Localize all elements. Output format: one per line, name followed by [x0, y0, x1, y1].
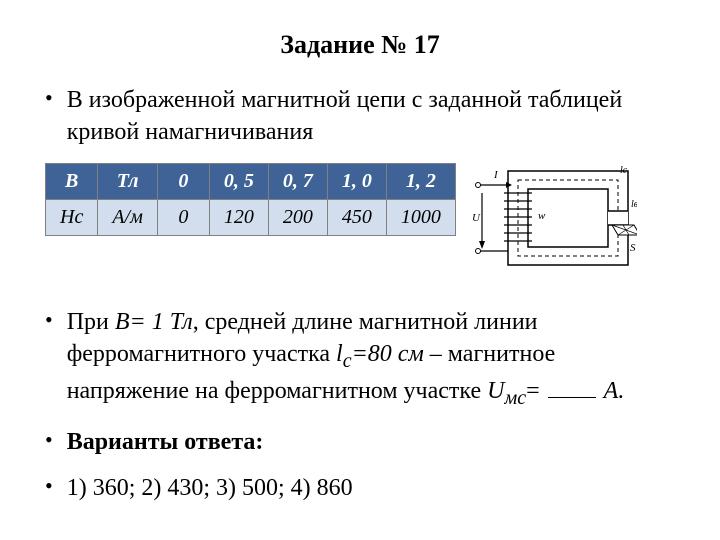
td-6: 1000 — [386, 199, 455, 235]
th-0: В — [46, 163, 98, 199]
th-1: Тл — [98, 163, 158, 199]
td-5: 450 — [327, 199, 386, 235]
intro-block: • В изображенной магнитной цепи с заданн… — [45, 84, 675, 149]
magnetic-circuit-diagram: I U w lс lв S — [472, 163, 637, 278]
td-4: 200 — [268, 199, 327, 235]
th-6: 1, 2 — [386, 163, 455, 199]
table-data-row: Нс А/м 0 120 200 450 1000 — [46, 199, 456, 235]
table-and-diagram: В Тл 0 0, 5 0, 7 1, 0 1, 2 Нс А/м 0 120 … — [45, 163, 675, 278]
label-lc: lс — [620, 165, 628, 176]
th-2: 0 — [157, 163, 209, 199]
answers-label-block: • Варианты ответа: — [45, 426, 675, 458]
td-3: 120 — [209, 199, 268, 235]
th-3: 0, 5 — [209, 163, 268, 199]
problem-text: При В= 1 Тл, средней длине магнитной лин… — [67, 306, 675, 412]
intro-text: В изображенной магнитной цепи с заданной… — [67, 84, 675, 149]
bullet-icon: • — [45, 426, 53, 458]
answers-text: 1) 360; 2) 430; 3) 500; 4) 860 — [67, 472, 353, 504]
label-w: w — [538, 210, 546, 222]
td-1: А/м — [98, 199, 158, 235]
table-header-row: В Тл 0 0, 5 0, 7 1, 0 1, 2 — [46, 163, 456, 199]
magnetization-table: В Тл 0 0, 5 0, 7 1, 0 1, 2 Нс А/м 0 120 … — [45, 163, 456, 236]
td-2: 0 — [157, 199, 209, 235]
td-0: Нс — [46, 199, 98, 235]
th-4: 0, 7 — [268, 163, 327, 199]
label-U: U — [472, 212, 481, 224]
task-title: Задание № 17 — [45, 30, 675, 60]
label-lv: lв — [631, 199, 637, 210]
label-S: S — [630, 242, 636, 254]
bullet-icon: • — [45, 472, 53, 504]
th-5: 1, 0 — [327, 163, 386, 199]
label-I: I — [493, 169, 499, 181]
problem-block: • При В= 1 Тл, средней длине магнитной л… — [45, 306, 675, 412]
answers-block: • 1) 360; 2) 430; 3) 500; 4) 860 — [45, 472, 675, 504]
bullet-icon: • — [45, 84, 53, 149]
bullet-icon: • — [45, 306, 53, 412]
answers-label: Варианты ответа: — [67, 426, 264, 458]
